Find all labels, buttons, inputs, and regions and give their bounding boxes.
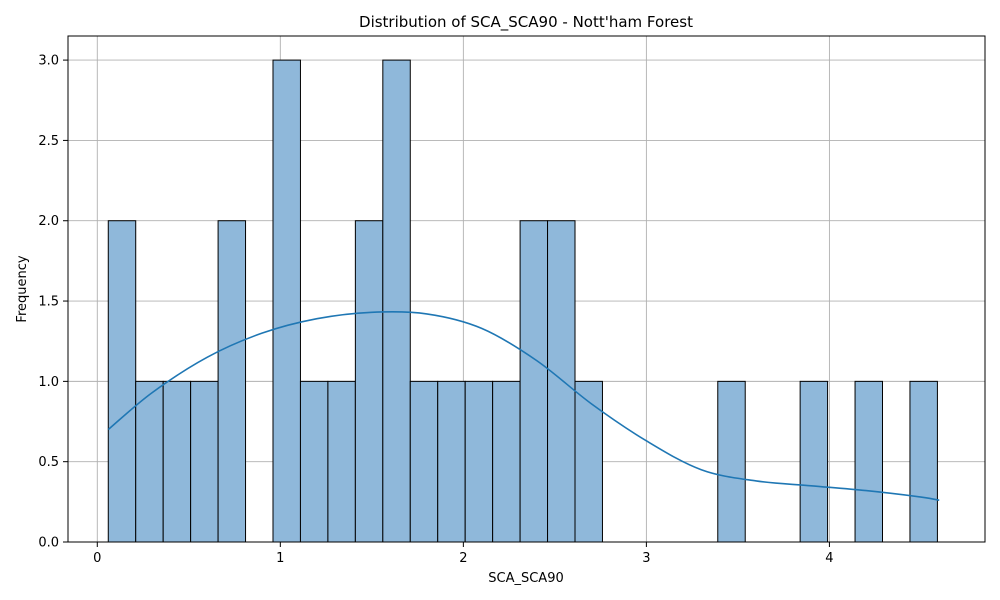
histogram-bar: [799, 380, 829, 543]
histogram-bar: [437, 380, 466, 543]
histogram-bar: [519, 220, 549, 543]
x-axis-label: SCA_SCA90: [488, 571, 564, 586]
histogram-bar: [464, 380, 494, 543]
y-axis-label: Frequency: [15, 255, 30, 322]
y-tick-label: 0.0: [38, 536, 59, 551]
histogram-bar: [909, 380, 938, 543]
histogram-bar: [574, 380, 603, 543]
kde-curve: [107, 310, 940, 502]
y-tick-label: 2.5: [38, 134, 59, 149]
histogram-bar: [382, 59, 411, 543]
x-tick-label: 0: [93, 551, 101, 566]
chart-title: Distribution of SCA_SCA90 - Nott'ham For…: [359, 13, 693, 32]
histogram-bar: [107, 220, 137, 543]
histogram-bar: [354, 220, 384, 543]
histogram-bar: [854, 380, 884, 543]
kde-line: [107, 310, 940, 502]
histogram-bar: [547, 220, 576, 543]
histogram-bar: [190, 380, 219, 543]
x-axis-ticks: 0 1 2 3 4: [93, 542, 834, 566]
x-tick-label: 1: [276, 551, 284, 566]
x-tick-label: 3: [642, 551, 650, 566]
histogram-bar: [299, 380, 329, 543]
x-tick-label: 2: [459, 551, 467, 566]
plot-frame: [67, 35, 986, 543]
histogram-bar: [217, 220, 247, 543]
histogram-bar: [492, 380, 521, 543]
histogram-bar: [135, 380, 164, 543]
histogram-bar: [409, 380, 439, 543]
y-axis-ticks: 0.0 0.5 1.0 1.5 2.0 2.5 3.0: [38, 54, 68, 551]
y-tick-label: 1.5: [38, 295, 59, 310]
y-tick-label: 3.0: [38, 54, 59, 69]
y-tick-label: 2.0: [38, 214, 59, 229]
y-tick-label: 0.5: [38, 455, 59, 470]
histogram-bar: [272, 59, 301, 543]
histogram-bar: [327, 380, 356, 543]
histogram-bar: [717, 380, 746, 543]
y-tick-label: 1.0: [38, 375, 59, 390]
histogram-bar: [162, 380, 192, 543]
x-tick-label: 4: [825, 551, 833, 566]
